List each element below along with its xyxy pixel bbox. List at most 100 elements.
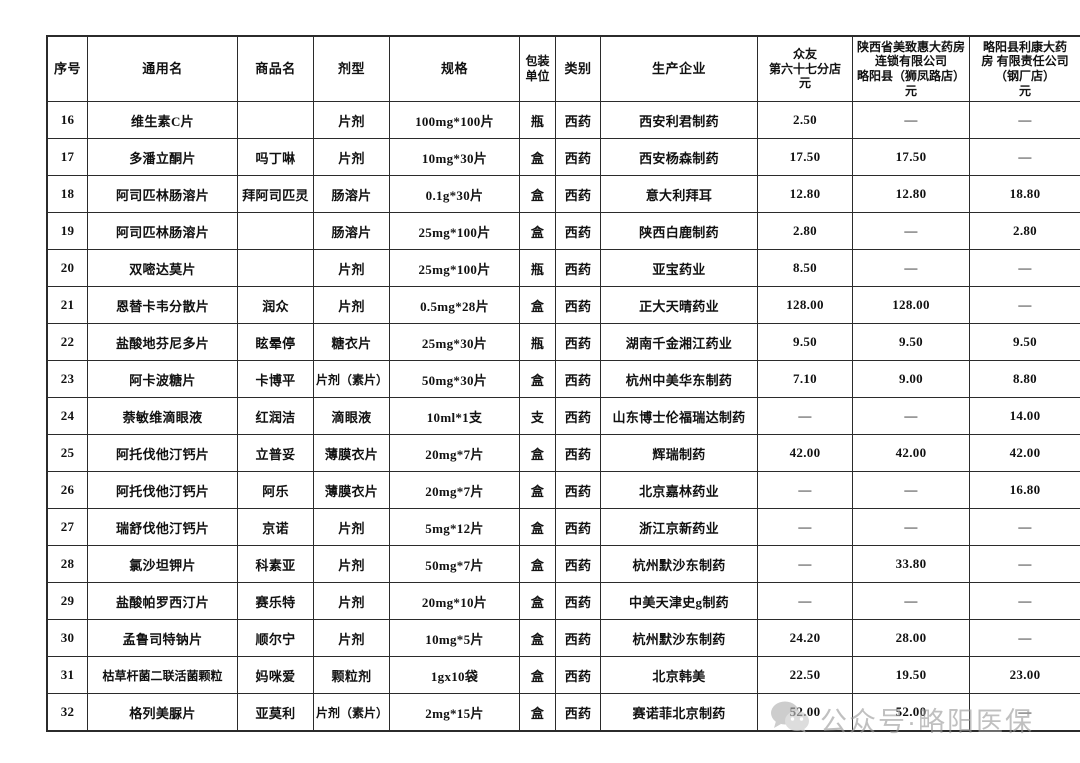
cell-maker: 西安利君制药 [600,101,758,139]
cell-form: 片剂（素片） [313,693,390,731]
cell-price2: 128.00 [852,286,970,324]
cell-price2: — [852,508,970,546]
cell-price2: 33.80 [852,545,970,583]
cell-idx: 30 [47,619,88,657]
cell-price2: 9.50 [852,323,970,361]
cell-idx: 29 [47,582,88,620]
no-price-dash: — [904,112,918,127]
cell-maker: 北京韩美 [600,656,758,694]
cell-cat: 西药 [555,101,601,139]
column-header-pack: 包装 单位 [519,36,556,102]
no-price-dash: — [798,482,812,497]
cell-price2: 17.50 [852,138,970,176]
no-price-dash: — [1018,112,1032,127]
cell-spec: 20mg*10片 [389,582,520,620]
cell-price1: 2.80 [757,212,853,250]
cell-form: 片剂 [313,619,390,657]
cell-brand: 科素亚 [237,545,314,583]
no-price-dash: — [904,593,918,608]
cell-price1: 128.00 [757,286,853,324]
cell-form: 片剂 [313,286,390,324]
column-header-name: 通用名 [87,36,238,102]
cell-cat: 西药 [555,471,601,509]
no-price-dash: — [798,593,812,608]
cell-pack: 盒 [519,175,556,213]
cell-spec: 50mg*30片 [389,360,520,398]
cell-price1: — [757,397,853,435]
table-row: 30 孟鲁司特钠片 顺尔宁 片剂 10mg*5片盒西药 杭州默沙东制药 24.20 28.00… [47,619,1080,657]
table-row: 20 双嘧达莫片 片剂 25mg*100片瓶西药 亚宝药业 8.50 — — [47,249,1080,287]
cell-price3: 18.80 [969,175,1080,213]
cell-form: 颗粒剂 [313,656,390,694]
cell-price2: 12.80 [852,175,970,213]
cell-maker: 浙江京新药业 [600,508,758,546]
cell-pack: 盒 [519,434,556,472]
cell-form: 片剂 [313,101,390,139]
cell-maker: 西安杨森制药 [600,138,758,176]
cell-pack: 盒 [519,619,556,657]
cell-brand: 亚莫利 [237,693,314,731]
cell-price2: 52.00 [852,693,970,731]
cell-price3: 9.50 [969,323,1080,361]
cell-price2: 42.00 [852,434,970,472]
cell-cat: 西药 [555,434,601,472]
cell-maker: 赛诺菲北京制药 [600,693,758,731]
cell-spec: 10mg*5片 [389,619,520,657]
cell-name: 阿托伐他汀钙片 [87,434,238,472]
no-price-dash: — [904,223,918,238]
cell-price3: — [969,286,1080,324]
column-header-maker: 生产企业 [600,36,758,102]
cell-maker: 辉瑞制药 [600,434,758,472]
column-header-price3: 略阳县利康大药房 有限责任公司 （钢厂店）元 [969,36,1080,102]
cell-cat: 西药 [555,249,601,287]
cell-brand: 顺尔宁 [237,619,314,657]
cell-price2: 28.00 [852,619,970,657]
cell-pack: 瓶 [519,249,556,287]
table-row: 23 阿卡波糖片 卡博平 片剂（素片） 50mg*30片盒西药 杭州中美华东制药 7.10 9… [47,360,1080,398]
cell-name: 阿卡波糖片 [87,360,238,398]
cell-price1: 12.80 [757,175,853,213]
table-row: 17 多潘立酮片 吗丁啉 片剂 10mg*30片盒西药 西安杨森制药 17.50 17.50— [47,138,1080,176]
cell-maker: 湖南千金湘江药业 [600,323,758,361]
cell-form: 片剂 [313,508,390,546]
cell-brand: 润众 [237,286,314,324]
column-header-spec: 规格 [389,36,520,102]
cell-idx: 17 [47,138,88,176]
cell-spec: 10ml*1支 [389,397,520,435]
cell-idx: 32 [47,693,88,731]
cell-spec: 1gx10袋 [389,656,520,694]
cell-name: 瑞舒伐他汀钙片 [87,508,238,546]
no-price-dash: — [904,260,918,275]
cell-cat: 西药 [555,138,601,176]
cell-form: 肠溶片 [313,175,390,213]
cell-price1: 2.50 [757,101,853,139]
no-price-dash: — [1018,630,1032,645]
cell-pack: 盒 [519,508,556,546]
cell-brand: 吗丁啉 [237,138,314,176]
cell-pack: 盒 [519,656,556,694]
cell-spec: 25mg*100片 [389,249,520,287]
cell-spec: 0.1g*30片 [389,175,520,213]
cell-name: 阿托伐他汀钙片 [87,471,238,509]
cell-spec: 2mg*15片 [389,693,520,731]
table-row: 24 萘敏维滴眼液 红润洁 滴眼液 10ml*1支支西药 山东博士伦福瑞达制药 — — 14.0… [47,397,1080,435]
cell-form: 片剂 [313,545,390,583]
no-price-dash: — [1018,593,1032,608]
cell-price1: 42.00 [757,434,853,472]
column-header-idx: 序号 [47,36,88,102]
cell-price3: — [969,138,1080,176]
cell-price2: — [852,101,970,139]
table-row: 25 阿托伐他汀钙片 立普妥 薄膜衣片 20mg*7片盒西药 辉瑞制药 42.00 42.00… [47,434,1080,472]
cell-form: 片剂 [313,582,390,620]
cell-pack: 盒 [519,212,556,250]
column-header-brand: 商品名 [237,36,314,102]
cell-price1: 17.50 [757,138,853,176]
cell-form: 片剂 [313,138,390,176]
cell-name: 多潘立酮片 [87,138,238,176]
drug-price-table: 序号 通用名 商品名 剂型 规格 包装 单位 类别 生产企业 众友 第六十七分店元陕西省美致惠大药房… [47,36,1080,731]
cell-idx: 25 [47,434,88,472]
cell-price2: 19.50 [852,656,970,694]
cell-price3: — [969,508,1080,546]
no-price-dash: — [904,482,918,497]
cell-price1: — [757,582,853,620]
